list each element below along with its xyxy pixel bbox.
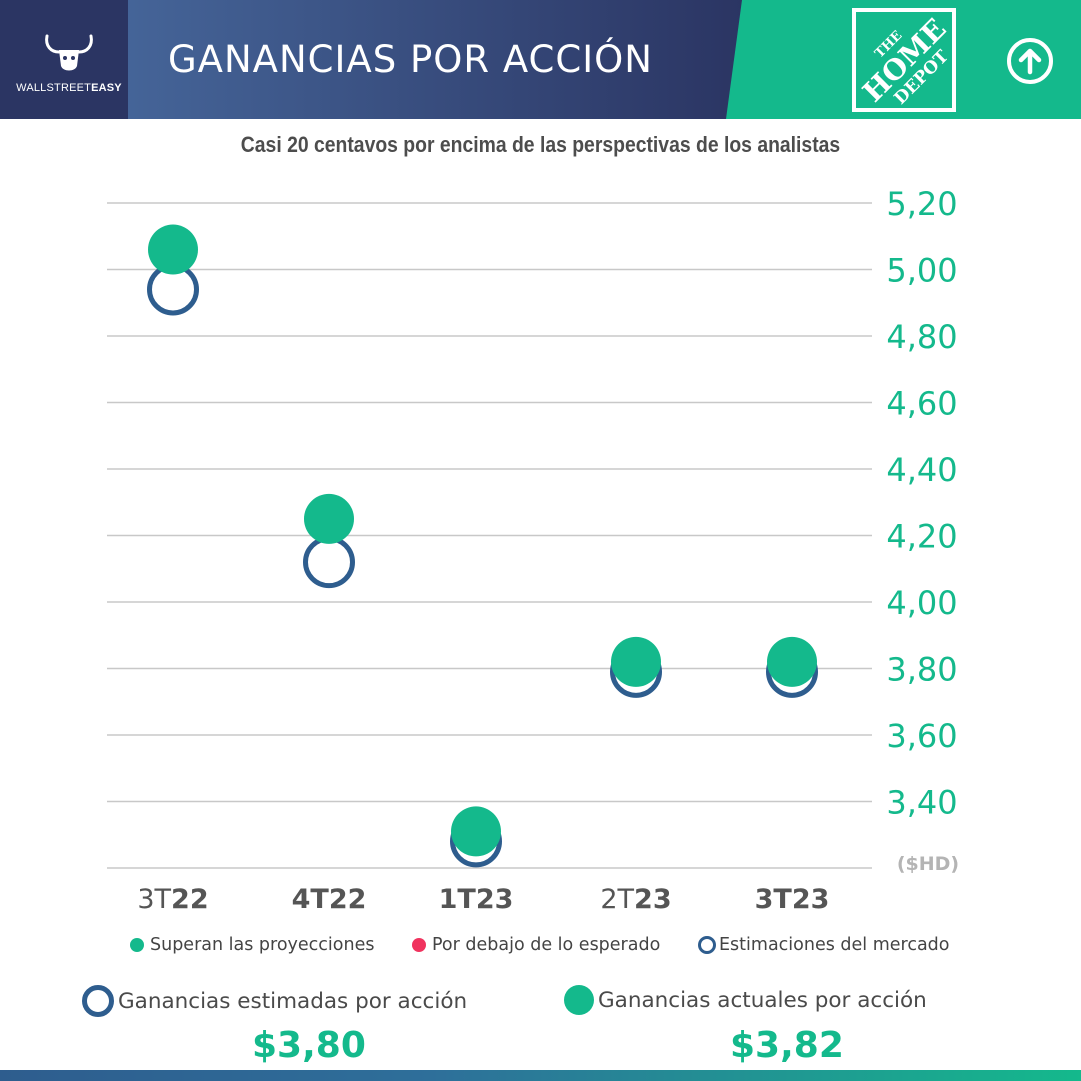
y-tick-label: 3,60 bbox=[886, 717, 957, 755]
actual-eps-summary: Ganancias actuales por acción $3,82 bbox=[564, 985, 994, 1066]
bull-icon bbox=[45, 34, 93, 71]
legend-label-beat: Superan las proyecciones bbox=[150, 935, 375, 955]
x-tick-label: 3T22 bbox=[137, 884, 208, 915]
y-tick-label: 4,40 bbox=[886, 451, 957, 489]
estimated-eps-value: $3,80 bbox=[252, 1025, 366, 1066]
y-tick-label: 3,80 bbox=[886, 651, 957, 689]
footer-bar bbox=[0, 1070, 1081, 1081]
legend-item-beat: Superan las proyecciones bbox=[130, 935, 374, 955]
logo-text-bold: EASY bbox=[91, 82, 122, 94]
actual-eps-label-row: Ganancias actuales por acción bbox=[564, 985, 994, 1015]
home-depot-logo: THE HOME DEPOT bbox=[852, 8, 956, 112]
chart-subtitle: Casi 20 centavos por encima de las persp… bbox=[240, 132, 841, 157]
legend-label-estimate: Estimaciones del mercado bbox=[719, 935, 950, 955]
actual-point bbox=[451, 806, 501, 857]
y-tick-label: 4,60 bbox=[886, 385, 957, 423]
y-tick-label: 4,20 bbox=[886, 518, 957, 556]
legend-item-miss: Por debajo de lo esperado bbox=[412, 935, 660, 955]
y-axis-unit-label: ($HD) bbox=[897, 853, 959, 875]
header-bar: WALLSTREETEASY GANANCIAS POR ACCIÓN THE … bbox=[0, 0, 1081, 119]
estimated-eps-summary: Ganancias estimadas por acción $3,80 bbox=[82, 985, 552, 1066]
x-tick-label: 3T23 bbox=[755, 884, 830, 915]
actual-point bbox=[304, 493, 354, 544]
y-tick-label: 4,00 bbox=[886, 584, 957, 622]
estimate-point bbox=[303, 536, 355, 589]
legend-dot-beat bbox=[130, 938, 144, 952]
y-tick-label: 5,00 bbox=[886, 252, 957, 290]
y-tick-label: 3,40 bbox=[886, 784, 957, 822]
x-tick-label: 1T23 bbox=[439, 884, 514, 915]
estimated-eps-label: Ganancias estimadas por acción bbox=[118, 988, 468, 1014]
legend-label-miss: Por debajo de lo esperado bbox=[432, 935, 661, 955]
arrow-up-circle-icon[interactable] bbox=[1006, 37, 1054, 85]
estimated-eps-label-row: Ganancias estimadas por acción bbox=[82, 985, 552, 1017]
x-tick-label: 4T22 bbox=[292, 884, 367, 915]
wallstreeteasy-logo: WALLSTREETEASY bbox=[14, 30, 124, 94]
actual-eps-value: $3,82 bbox=[730, 1025, 844, 1066]
estimate-ring-icon bbox=[82, 985, 114, 1017]
actual-point bbox=[767, 636, 817, 687]
y-tick-label: 4,80 bbox=[886, 318, 957, 356]
legend: Superan las proyecciones Por debajo de l… bbox=[0, 935, 1081, 961]
actual-point bbox=[611, 636, 661, 687]
actual-dot-icon bbox=[564, 985, 594, 1015]
actual-point bbox=[148, 224, 198, 275]
actual-eps-label: Ganancias actuales por acción bbox=[598, 987, 927, 1013]
y-tick-label: 5,20 bbox=[886, 185, 957, 223]
legend-dot-miss bbox=[412, 938, 426, 952]
legend-item-estimate: Estimaciones del mercado bbox=[698, 935, 949, 955]
eps-scatter-chart: 5,20 5,00 4,80 4,60 4,40 4,20 4,00 3,80 3,60 3,40… bbox=[107, 185, 959, 915]
x-tick-label: 2T23 bbox=[600, 884, 671, 915]
logo-text: WALLSTREET bbox=[16, 82, 92, 94]
legend-ring-estimate bbox=[698, 936, 716, 954]
page-title: GANANCIAS POR ACCIÓN bbox=[168, 38, 653, 81]
